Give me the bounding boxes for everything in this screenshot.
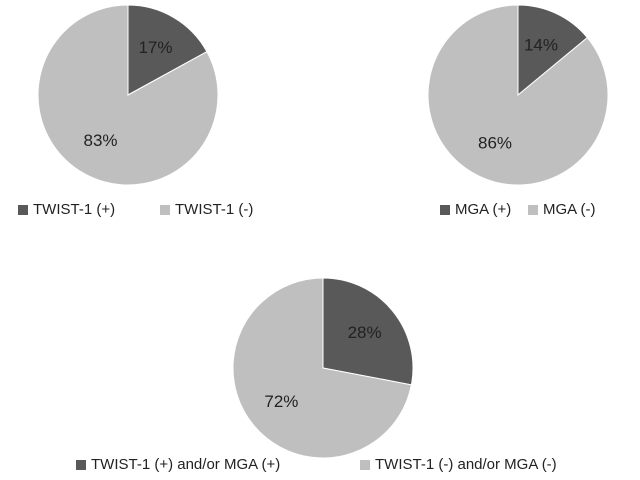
value-label: 14% xyxy=(524,36,558,55)
pie-slice xyxy=(517,4,589,97)
legend-label: TWIST-1 (+) xyxy=(33,201,115,218)
legend-label: TWIST-1 (-) xyxy=(175,201,253,218)
legend-swatch xyxy=(440,205,450,215)
value-label: 72% xyxy=(264,392,298,411)
legend-label: MGA (+) xyxy=(455,201,511,218)
pie-slice xyxy=(232,277,412,459)
value-label: 28% xyxy=(348,323,382,342)
pie-slice xyxy=(127,4,208,96)
value-label: 83% xyxy=(83,131,117,150)
legend-label: MGA (-) xyxy=(543,201,596,218)
pie-slice xyxy=(427,4,609,186)
legend-swatch xyxy=(360,460,370,470)
legend-swatch xyxy=(18,205,28,215)
legend-label: TWIST-1 (-) and/or MGA (-) xyxy=(375,456,557,473)
legend-label: TWIST-1 (+) and/or MGA (+) xyxy=(91,456,280,473)
legend-swatch xyxy=(76,460,86,470)
legend-swatch xyxy=(528,205,538,215)
pie-slice xyxy=(37,4,219,186)
value-label: 86% xyxy=(478,133,512,152)
value-label: 17% xyxy=(138,38,172,57)
legend-swatch xyxy=(160,205,170,215)
pie-slice xyxy=(322,277,414,386)
